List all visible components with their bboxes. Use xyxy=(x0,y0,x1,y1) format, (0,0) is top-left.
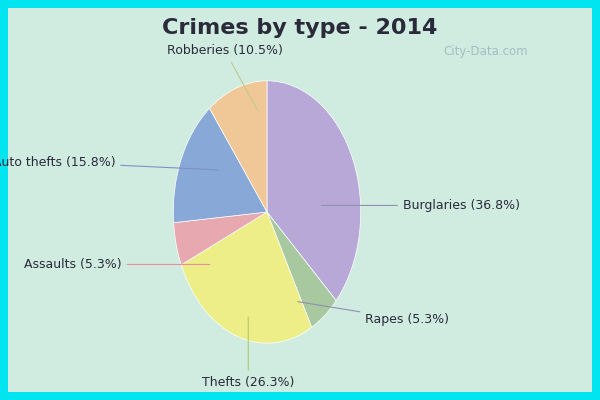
Text: Burglaries (36.8%): Burglaries (36.8%) xyxy=(322,199,520,212)
Wedge shape xyxy=(173,108,267,223)
Wedge shape xyxy=(181,212,311,343)
Text: Rapes (5.3%): Rapes (5.3%) xyxy=(298,302,449,326)
FancyBboxPatch shape xyxy=(8,8,592,392)
Text: Thefts (26.3%): Thefts (26.3%) xyxy=(202,317,295,389)
Wedge shape xyxy=(267,212,336,327)
Wedge shape xyxy=(267,81,361,301)
Text: Assaults (5.3%): Assaults (5.3%) xyxy=(24,258,210,271)
Wedge shape xyxy=(209,81,267,212)
Wedge shape xyxy=(173,212,267,265)
Text: Auto thefts (15.8%): Auto thefts (15.8%) xyxy=(0,156,217,170)
Text: City-Data.com: City-Data.com xyxy=(443,46,528,58)
Text: Robberies (10.5%): Robberies (10.5%) xyxy=(167,44,283,111)
Text: Crimes by type - 2014: Crimes by type - 2014 xyxy=(163,18,437,38)
